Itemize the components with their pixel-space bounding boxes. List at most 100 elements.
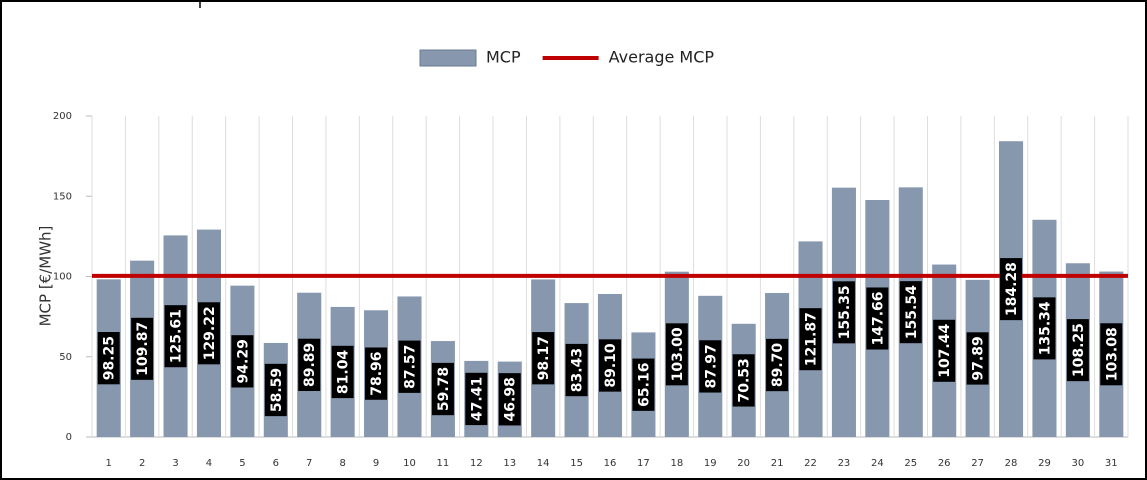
value-label-box [532, 332, 555, 385]
value-label: 103.00 [665, 323, 688, 386]
x-tick-label: 24 [871, 458, 884, 469]
x-tick-label: 23 [838, 458, 851, 469]
value-label-text: 98.17 [536, 336, 552, 380]
x-tick-label: 28 [1005, 458, 1018, 469]
x-tick-label: 16 [604, 458, 617, 469]
value-label-text: 184.28 [1004, 262, 1020, 316]
value-label-box [665, 323, 688, 386]
legend-label: MCP [486, 48, 521, 67]
value-label-box [365, 347, 388, 400]
value-label-text: 94.29 [235, 339, 251, 383]
value-label-text: 98.25 [102, 336, 118, 380]
value-label: 103.08 [1100, 323, 1123, 386]
bar-series [96, 141, 1124, 438]
x-tick-label: 30 [1072, 458, 1085, 469]
x-tick-label: 10 [403, 458, 416, 469]
value-label-box [197, 302, 220, 365]
value-label: 58.59 [264, 363, 287, 417]
y-axis-title: MCP [€/MWh] [37, 226, 55, 327]
value-label: 78.96 [365, 347, 388, 400]
value-label-text: 97.89 [971, 336, 987, 380]
value-label-box [966, 332, 989, 385]
value-label-box [632, 358, 655, 411]
x-tick-label: 18 [670, 458, 683, 469]
value-label: 81.04 [331, 345, 354, 399]
value-label-text: 89.10 [603, 343, 619, 388]
value-label: 155.54 [899, 281, 922, 344]
value-label-box [465, 372, 488, 426]
x-tick-label: 31 [1105, 458, 1118, 469]
value-label: 155.35 [832, 281, 855, 344]
value-label: 147.66 [866, 287, 889, 350]
x-tick-label: 19 [704, 458, 717, 469]
x-tick-label: 20 [737, 458, 750, 469]
value-label-box [732, 354, 755, 407]
value-label-box [899, 281, 922, 344]
value-label: 89.70 [766, 338, 789, 392]
x-tick-label: 7 [306, 458, 312, 469]
value-label-text: 89.70 [770, 343, 786, 388]
value-label-text: 103.08 [1104, 327, 1120, 381]
x-tick-label: 15 [570, 458, 583, 469]
x-tick-label: 8 [339, 458, 345, 469]
value-label-text: 59.78 [436, 367, 452, 411]
value-label-box [565, 343, 588, 397]
value-label: 121.87 [799, 308, 822, 371]
x-tick-label: 22 [804, 458, 817, 469]
value-label-box [97, 332, 120, 385]
legend-swatch [419, 49, 477, 67]
value-label-text: 135.34 [1037, 301, 1053, 355]
value-label-box [398, 340, 421, 393]
x-tick-label: 25 [904, 458, 917, 469]
value-label-text: 109.87 [135, 322, 151, 376]
x-tick-label: 17 [637, 458, 650, 469]
value-label-box [298, 338, 321, 392]
value-label-text: 121.87 [804, 312, 820, 366]
value-label-text: 107.44 [937, 324, 953, 378]
value-label-text: 83.43 [570, 348, 586, 392]
value-label: 89.10 [599, 339, 621, 392]
x-tick-label: 11 [437, 458, 450, 469]
value-label: 129.22 [197, 302, 220, 365]
value-label: 87.97 [699, 340, 722, 393]
x-tick-label: 13 [503, 458, 516, 469]
y-tick-label: 200 [53, 111, 72, 122]
x-tick-label: 4 [206, 458, 212, 469]
value-label-box [1066, 319, 1089, 382]
value-label-text: 129.22 [202, 306, 218, 360]
value-label-box [264, 363, 287, 417]
value-label-box [131, 317, 154, 380]
value-label-box [599, 339, 621, 392]
value-label-text: 147.66 [870, 291, 886, 345]
value-label: 97.89 [966, 332, 989, 385]
x-tick-label: 5 [239, 458, 245, 469]
value-label-text: 47.41 [469, 377, 485, 421]
x-tick-label: 2 [139, 458, 145, 469]
value-label-text: 103.00 [670, 327, 686, 381]
value-label-box [431, 362, 454, 416]
x-tick-label: 1 [106, 458, 112, 469]
value-label: 125.61 [164, 305, 187, 368]
value-label: 46.98 [498, 373, 521, 426]
value-label: 109.87 [131, 317, 154, 380]
value-label-text: 78.96 [369, 351, 385, 395]
value-label: 135.34 [1033, 297, 1056, 360]
y-tick-label: 150 [53, 191, 72, 202]
value-label-text: 125.61 [169, 309, 185, 363]
x-tick-label: 12 [470, 458, 483, 469]
value-label: 59.78 [431, 362, 454, 416]
value-label-box [799, 308, 822, 371]
value-label-text: 46.98 [503, 377, 519, 421]
x-tick-label: 27 [971, 458, 984, 469]
value-label: 107.44 [933, 319, 956, 382]
value-label-box [1033, 297, 1056, 360]
value-label: 94.29 [231, 335, 254, 388]
value-label: 98.25 [97, 332, 120, 385]
value-label-box [498, 373, 521, 426]
value-label: 47.41 [465, 372, 488, 426]
value-label-box [933, 319, 956, 382]
value-label-text: 155.35 [837, 285, 853, 339]
value-label: 89.89 [298, 338, 321, 392]
